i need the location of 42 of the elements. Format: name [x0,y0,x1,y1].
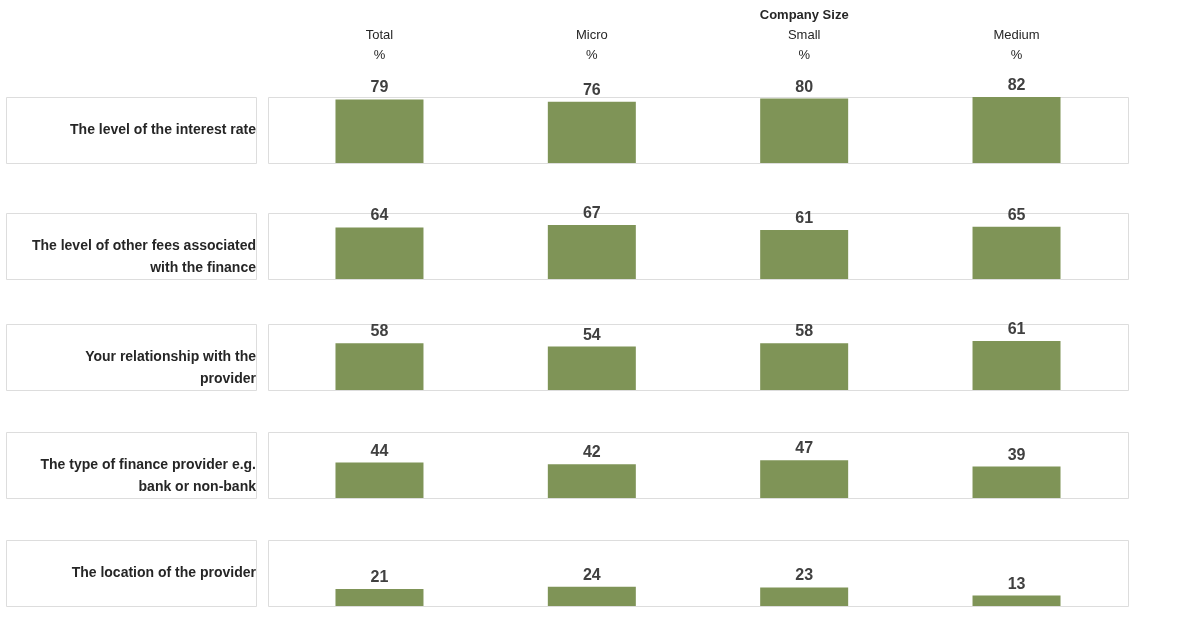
x-tick-label: Medium [993,27,1040,42]
bar [760,587,849,606]
bar [760,460,849,498]
data-label: 21 [370,568,389,586]
data-label: 13 [1007,574,1026,592]
text: % [1010,47,1023,62]
x-tick-label: Micro [575,27,608,42]
data-label: 79 [370,78,389,96]
data-label: 39 [1007,445,1026,463]
text: The type of finance provider e.g. bank or non-bank [40,456,257,494]
bar [547,586,636,606]
data-label: 24 [582,565,601,583]
data-label: 65 [1007,205,1026,223]
bar [972,466,1061,498]
x-tick-label: Total [365,27,394,42]
bar [972,595,1061,606]
data-label: 54 [582,325,601,343]
data-label: 76 [582,80,601,98]
bar [335,589,424,606]
data-label: 23 [795,566,814,584]
data-label: 67 [582,204,601,222]
data-label: 44 [370,441,389,459]
text: % [798,47,810,62]
data-label: 58 [370,322,389,340]
data-label: 80 [795,77,814,95]
chart-title: The location of the provider [71,564,257,580]
data-label: 58 [795,322,814,340]
text: The level of the interest rate [70,121,257,137]
data-label: 61 [795,208,814,226]
text: Company Size [759,7,849,22]
text: % [373,47,386,62]
bar [335,462,424,498]
text: % [586,47,598,62]
data-label: 42 [582,443,601,461]
data-label: 47 [795,439,814,457]
x-tick-label: Small [787,27,821,42]
text: The level of other fees associated with the finance [31,237,257,275]
text: Your relationship with the provider [85,348,257,386]
data-label: 64 [370,206,389,224]
data-label: 61 [1007,319,1026,337]
data-label: 82 [1007,76,1026,93]
bar [547,464,636,498]
